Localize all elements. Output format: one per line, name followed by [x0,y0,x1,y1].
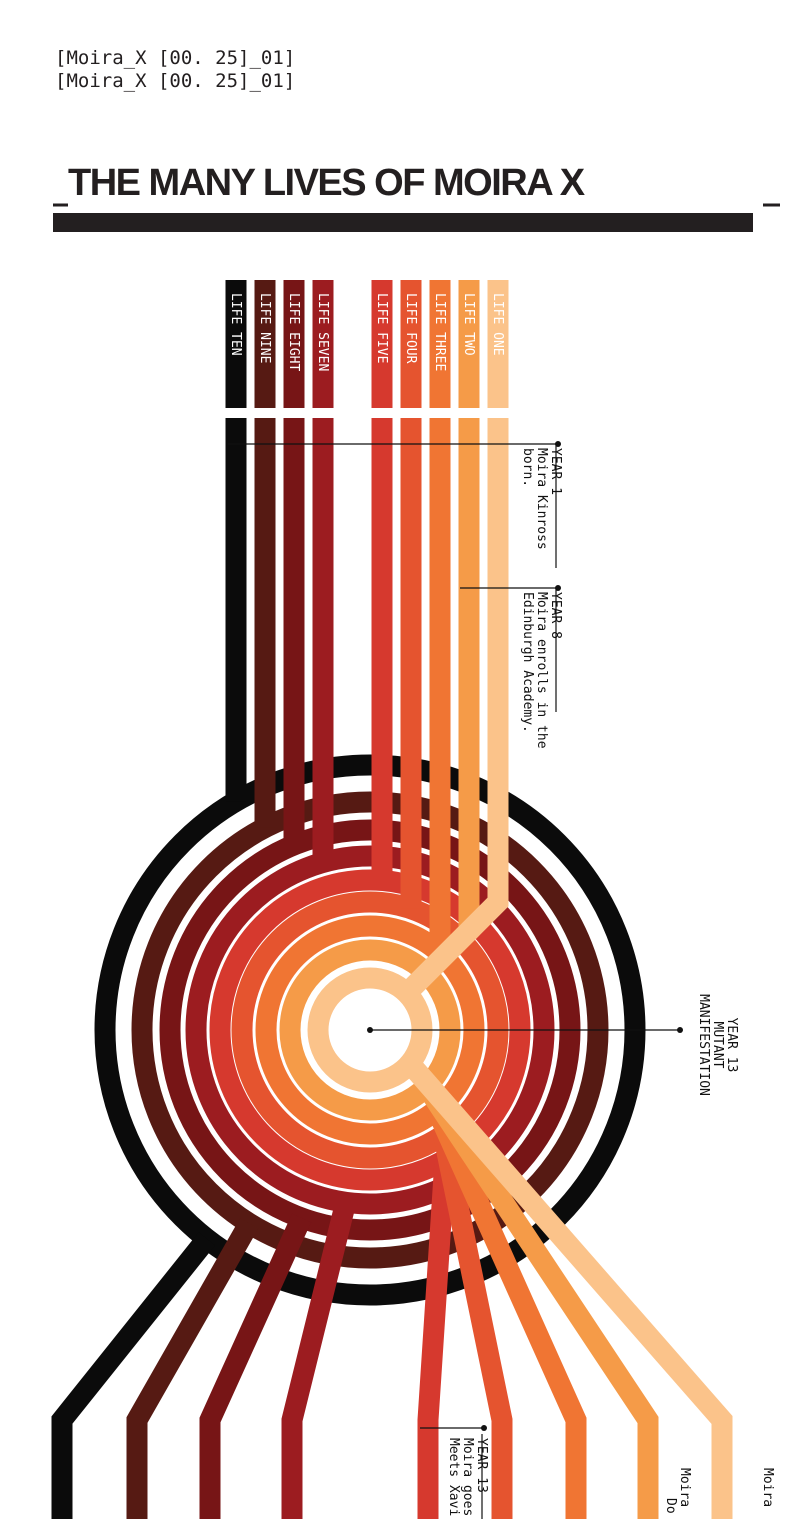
annotation-text: YEAR 13 [724,1018,739,1073]
annotation-text: Do [663,1498,678,1514]
life-line-top [399,418,509,1001]
life-label-box [429,280,451,408]
life-line-bottom [126,1218,259,1519]
life-label-box [458,280,480,408]
life-line-bottom [51,1232,216,1519]
life-label: LIFE SEVEN [315,293,330,371]
code-line: [Moira_X [00. 25]_01] [55,70,295,92]
life-line-bottom [433,1132,513,1519]
annotation-text: MANIFESTATION [696,994,711,1096]
annotation-text: Moira [760,1468,775,1507]
life-line-bottom [199,1213,312,1519]
leader-dot [481,1425,487,1431]
annotation-text: MUTANT [710,1022,725,1069]
life-line-bottom [427,1105,587,1519]
life-label-box [371,280,393,408]
life-label: LIFE NINE [257,293,272,363]
life-line-bottom [281,1199,356,1519]
life-label-box [225,280,247,408]
life-line-bottom [417,1159,456,1519]
life-line-bottom [401,1056,733,1519]
annotation-text: Moira enrolls in the [534,592,549,749]
life-label-box [487,280,509,408]
annotation-text: Moira Kinross [534,448,549,550]
life-label: LIFE THREE [432,293,447,371]
annotation-text: Edinburgh Academy. [520,592,535,733]
life-label-box [254,280,276,408]
life-label: LIFE EIGHT [286,293,301,371]
annotation-text: Moira goes [460,1438,475,1516]
life-label: LIFE ONE [490,293,505,356]
title-bar [53,213,753,232]
life-label-box [312,280,334,408]
life-label-box [400,280,422,408]
annotation-text: Meets Xavi [446,1438,461,1516]
title: THE MANY LIVES OF MOIRA X [68,162,586,204]
life-label: LIFE FIVE [374,293,389,363]
life-label-box [283,280,305,408]
life-line-bottom [417,1080,659,1519]
life-label: LIFE FOUR [403,293,418,364]
annotation-text: Moira [677,1468,692,1507]
life-label: LIFE TWO [461,293,476,356]
code-line: [Moira_X [00. 25]_01] [55,47,295,69]
leader-dot [677,1027,683,1033]
annotation-text: born. [520,448,535,487]
life-label: LIFE TEN [228,293,243,356]
leader-dot [367,1027,373,1033]
